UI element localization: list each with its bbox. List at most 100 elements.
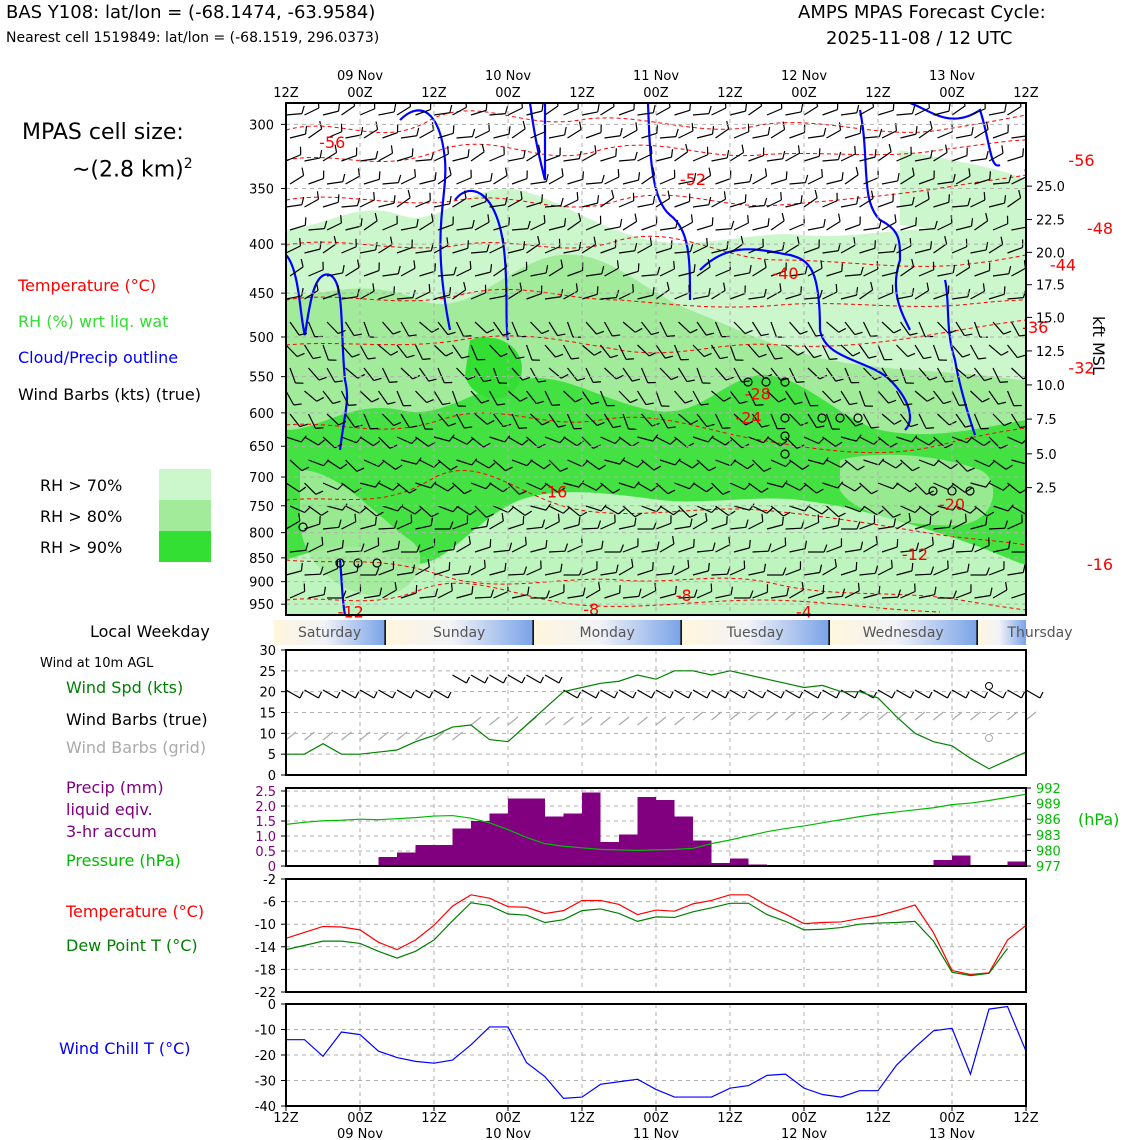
wind-barb — [678, 180, 695, 185]
wind-barb-flag — [541, 194, 543, 203]
wind-barb — [563, 524, 580, 530]
wind-barb-flag — [504, 105, 509, 114]
wind-barb-flag — [422, 358, 431, 360]
wind-barb-flag — [910, 423, 919, 428]
wind-barb-flag — [616, 260, 620, 269]
wind-barb-flag — [911, 105, 916, 114]
windchill-label: Wind Chill T (°C) — [59, 1039, 191, 1058]
wind-barb — [474, 271, 491, 277]
wind-barb — [286, 570, 302, 576]
wind-barb-flag — [392, 330, 401, 335]
wind-barb-flag — [782, 241, 785, 251]
wind-barb-flag — [408, 334, 417, 337]
wind-barb — [863, 227, 880, 231]
calm-wind-marker — [853, 413, 863, 423]
wind-barb — [511, 321, 519, 337]
wind-barb-grid — [655, 716, 667, 726]
wind-barb-flag — [300, 562, 303, 571]
wind-barb — [988, 390, 999, 405]
wind-barb-flag — [652, 434, 659, 442]
wind-barb — [863, 177, 879, 185]
wind-barb-flag — [693, 264, 696, 273]
wind-barb-flag — [332, 400, 341, 405]
wind-barb — [992, 548, 1009, 553]
wind-barb — [692, 154, 708, 162]
weekday-label: Tuesday — [726, 625, 784, 641]
panel-tick-label: -18 — [255, 963, 276, 978]
wind-barb-flag — [722, 282, 726, 291]
wind-barb-flag — [911, 167, 915, 176]
wind-barb — [896, 436, 912, 443]
wind-barb — [345, 550, 362, 553]
wind-barb — [881, 413, 895, 425]
wind-barb-flag — [983, 440, 991, 447]
pressure-line — [285, 793, 1027, 852]
wind-barb-flag — [871, 426, 880, 429]
wind-barb — [729, 390, 741, 404]
wind-barb-flag — [617, 168, 620, 178]
wind-barb — [770, 413, 778, 429]
panel-tick-label: -10 — [255, 1024, 276, 1039]
wind-barb — [789, 223, 805, 231]
wind-barb-flag — [915, 126, 918, 135]
wind-barb-flag — [691, 122, 694, 132]
wind-barb-flag — [838, 327, 847, 333]
wind-barb-flag — [338, 519, 342, 528]
wind-barb-flag — [447, 331, 456, 336]
wind-barb — [822, 108, 838, 116]
wind-barb-flag — [545, 173, 549, 182]
weekday-cell — [274, 620, 386, 645]
wind-barb — [322, 292, 339, 300]
wind-barb — [363, 129, 378, 139]
wind-barb — [455, 321, 465, 337]
wind-barb-flag — [612, 425, 621, 429]
wind-barb-flag — [430, 517, 434, 526]
wind-barb-flag — [989, 171, 991, 180]
wind-barb — [474, 505, 487, 518]
dewpoint-line — [285, 902, 1008, 977]
wind-barb-flag — [504, 196, 508, 205]
wind-barb-flag — [896, 264, 900, 273]
wind-barb — [378, 482, 394, 491]
wind-barb — [286, 295, 302, 300]
wind-barb — [326, 181, 343, 185]
wind-barb-flag — [356, 563, 360, 572]
wind-barb-flag — [373, 440, 381, 447]
wind-barb-flag — [342, 590, 347, 599]
wind-barb-flag — [393, 520, 398, 529]
wind-barb — [1030, 414, 1035, 429]
wind-barb — [881, 221, 897, 231]
wind-barb — [674, 525, 691, 530]
kft-ticks: 25.022.520.017.515.012.510.07.55.02.5 — [1026, 180, 1065, 497]
wind-barb-flag — [763, 467, 772, 472]
wind-barb — [970, 249, 987, 254]
wind-barb-flag — [796, 381, 805, 383]
wind-barb — [581, 293, 598, 300]
wind-barb — [900, 175, 915, 185]
wind-barb — [863, 136, 880, 139]
wind-barb — [733, 222, 749, 231]
wind-barb — [585, 223, 601, 231]
wind-barb — [415, 436, 429, 447]
wind-barb-flag — [895, 462, 903, 469]
wind-barb — [1007, 436, 1023, 445]
wind-barb-flag — [855, 434, 862, 442]
calm-wind-marker — [780, 431, 790, 441]
wind-barb — [396, 197, 411, 208]
wind-barb — [951, 344, 963, 358]
wind-barb — [526, 201, 542, 208]
wind-barb-flag — [781, 212, 785, 221]
wind-barb — [437, 548, 454, 553]
wind-barb — [1011, 135, 1026, 139]
wind-barb — [396, 482, 410, 494]
wind-barb-flag — [340, 463, 348, 470]
wind-barb — [433, 390, 443, 405]
wind-barb — [955, 134, 972, 139]
wind-barb-true-flag — [891, 691, 896, 699]
wind-barb — [322, 390, 334, 404]
wind-barb-flag — [1028, 545, 1031, 552]
wind-barb-flag — [634, 242, 638, 251]
wind-barb-true — [766, 689, 782, 699]
wind-barb — [881, 505, 894, 518]
wind-barb-true-flag — [854, 691, 859, 699]
